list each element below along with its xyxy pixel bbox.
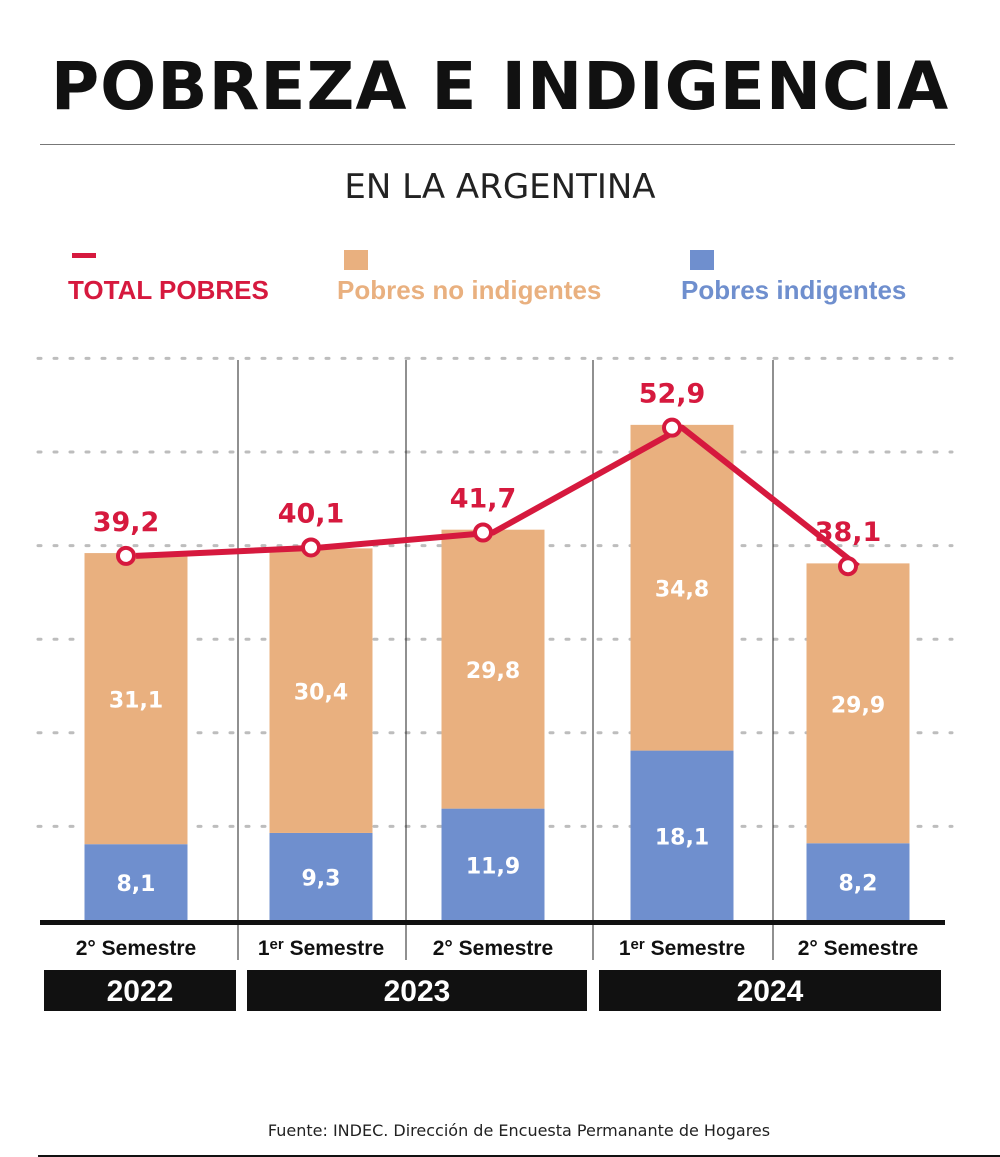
label-no-indigentes-3: 29,8 xyxy=(466,659,520,684)
year-bar-2023 xyxy=(247,970,587,1011)
chart-subtitle: EN LA ARGENTINA xyxy=(344,167,656,207)
legend-swatch-indigentes xyxy=(690,250,714,270)
bar-indigentes-2 xyxy=(269,832,373,920)
label-indigentes-5: 8,2 xyxy=(839,872,878,897)
source-rule xyxy=(38,1155,1000,1157)
label-total-3: 41,7 xyxy=(450,483,517,514)
total-point-4 xyxy=(662,417,682,438)
title-divider xyxy=(40,144,955,145)
label-no-indigentes-4: 34,8 xyxy=(655,578,709,603)
bar-indigentes-5 xyxy=(806,843,910,920)
chart-title: POBREZA E INDIGENCIA xyxy=(50,48,950,125)
label-indigentes-3: 11,9 xyxy=(466,854,520,879)
legend-label-indigentes: Pobres indigentes xyxy=(681,275,907,305)
chart-plot: 8,1 31,1 9,3 30,4 11,9 29,8 18,1 34,8 8,2 29,9 39,… xyxy=(36,356,954,1011)
bar-indigentes-3 xyxy=(441,808,545,920)
category-label-3: 2° Semestre xyxy=(433,937,553,960)
label-indigentes-1: 8,1 xyxy=(117,872,156,897)
category-label-4: 1er Semestre xyxy=(619,936,745,960)
label-indigentes-4: 18,1 xyxy=(655,825,709,850)
bar-no-indigentes-1 xyxy=(84,553,188,845)
total-point-1 xyxy=(116,545,136,566)
label-total-5: 38,1 xyxy=(815,517,882,548)
legend-line-swatch xyxy=(72,253,96,258)
label-no-indigentes-2: 30,4 xyxy=(294,681,348,706)
year-label-2023: 2023 xyxy=(384,975,451,1008)
legend-label-no-indigentes: Pobres no indigentes xyxy=(337,275,602,305)
legend-label-total: TOTAL POBRES xyxy=(68,275,269,305)
category-label-2: 1er Semestre xyxy=(258,936,384,960)
bar-no-indigentes-4 xyxy=(630,424,734,751)
category-label-1: 2° Semestre xyxy=(76,937,196,960)
label-no-indigentes-1: 31,1 xyxy=(109,689,163,714)
bar-no-indigentes-5 xyxy=(806,563,910,844)
year-bar-2024 xyxy=(599,970,941,1011)
legend-swatch-no-indigentes xyxy=(344,250,368,270)
label-total-4: 52,9 xyxy=(639,379,706,410)
bar-indigentes-1 xyxy=(84,844,188,920)
year-label-2024: 2024 xyxy=(737,975,804,1008)
source-text: Fuente: INDEC. Dirección de Encuesta Per… xyxy=(267,1121,771,1140)
category-label-5: 2° Semestre xyxy=(798,937,918,960)
label-total-1: 39,2 xyxy=(93,507,160,538)
year-label-2022: 2022 xyxy=(107,975,174,1008)
x-axis-baseline xyxy=(40,920,945,925)
bar-indigentes-4 xyxy=(630,750,734,920)
source-bar: Fuente: INDEC. Dirección de Encuesta Per… xyxy=(38,1105,1000,1157)
total-point-2 xyxy=(301,537,321,558)
total-point-5 xyxy=(838,556,858,577)
label-indigentes-2: 9,3 xyxy=(302,866,341,891)
bar-no-indigentes-3 xyxy=(441,529,545,809)
year-bar-2022 xyxy=(44,970,236,1011)
total-point-3 xyxy=(473,522,493,543)
bar-no-indigentes-2 xyxy=(269,548,373,833)
label-total-2: 40,1 xyxy=(278,498,345,529)
label-no-indigentes-5: 29,9 xyxy=(831,693,885,718)
